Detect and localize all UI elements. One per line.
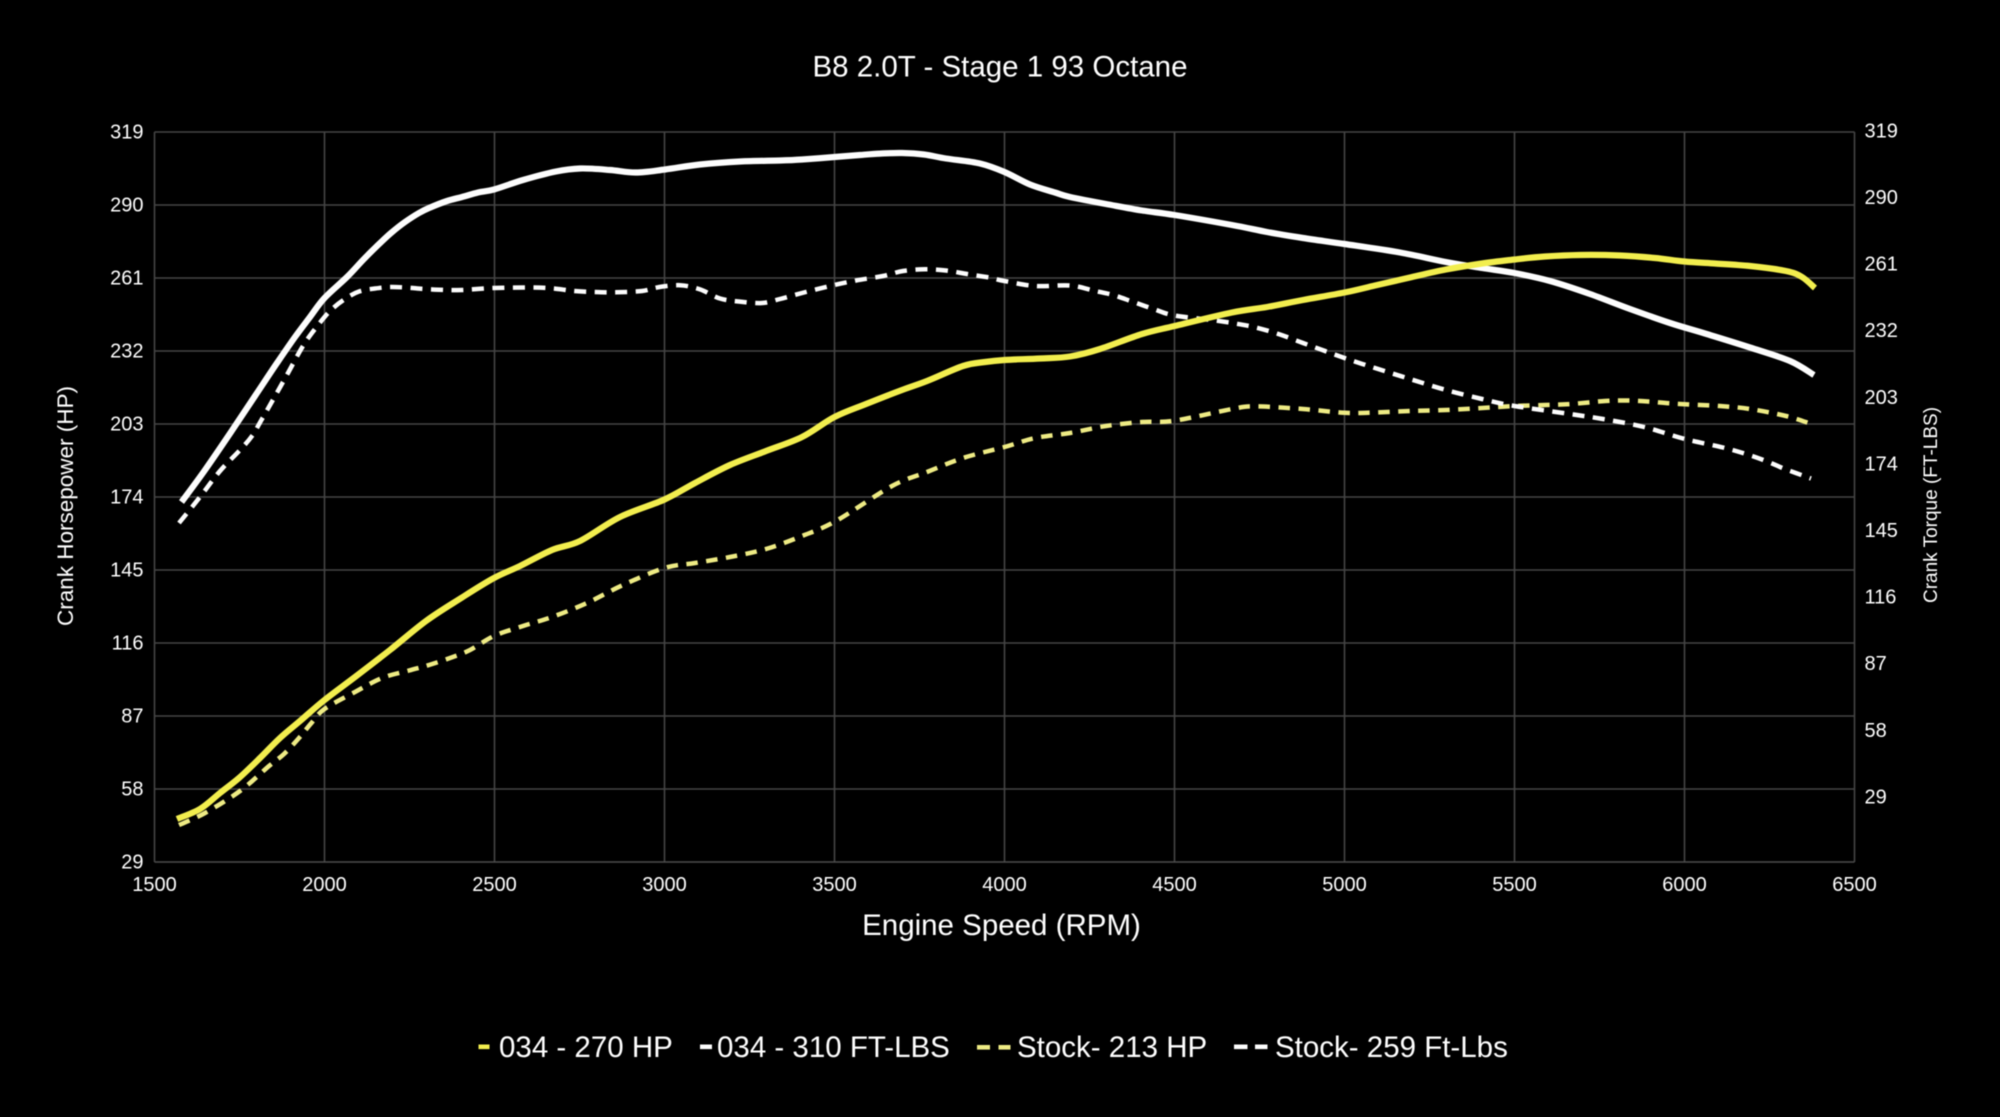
svg-text:Stock- 213 HP: Stock- 213 HP xyxy=(1017,1031,1207,1064)
svg-text:29: 29 xyxy=(121,851,143,873)
svg-text:145: 145 xyxy=(110,559,143,581)
svg-text:6500: 6500 xyxy=(1832,874,1877,896)
svg-text:203: 203 xyxy=(110,413,143,435)
svg-text:034 - 310 FT-LBS: 034 - 310 FT-LBS xyxy=(717,1031,950,1064)
svg-text:4000: 4000 xyxy=(982,874,1027,896)
svg-text:174: 174 xyxy=(1865,453,1898,475)
svg-text:B8 2.0T - Stage 1 93 Octane: B8 2.0T - Stage 1 93 Octane xyxy=(812,51,1187,84)
svg-text:6000: 6000 xyxy=(1662,874,1707,896)
svg-text:116: 116 xyxy=(1865,587,1897,609)
svg-text:290: 290 xyxy=(1865,187,1898,209)
svg-text:Crank Horsepower (HP): Crank Horsepower (HP) xyxy=(53,386,78,626)
svg-text:319: 319 xyxy=(110,121,143,143)
svg-text:Crank Torque (FT-LBS): Crank Torque (FT-LBS) xyxy=(1921,407,1942,603)
svg-text:29: 29 xyxy=(1865,786,1887,808)
svg-text:116: 116 xyxy=(112,632,144,654)
svg-text:87: 87 xyxy=(1865,653,1887,675)
svg-text:5000: 5000 xyxy=(1322,874,1367,896)
svg-text:1500: 1500 xyxy=(132,874,177,896)
svg-text:2500: 2500 xyxy=(472,874,517,896)
svg-text:Stock- 259 Ft-Lbs: Stock- 259 Ft-Lbs xyxy=(1275,1031,1508,1064)
svg-text:4500: 4500 xyxy=(1152,874,1197,896)
svg-text:Engine Speed (RPM): Engine Speed (RPM) xyxy=(862,909,1141,942)
svg-text:319: 319 xyxy=(1865,120,1898,142)
svg-text:174: 174 xyxy=(110,486,143,508)
svg-text:203: 203 xyxy=(1865,387,1898,409)
svg-text:232: 232 xyxy=(110,340,143,362)
svg-text:87: 87 xyxy=(121,705,143,727)
svg-text:034 - 270 HP: 034 - 270 HP xyxy=(499,1031,673,1064)
svg-text:261: 261 xyxy=(1865,254,1898,276)
svg-text:261: 261 xyxy=(110,267,143,289)
svg-text:58: 58 xyxy=(1865,720,1887,742)
svg-text:232: 232 xyxy=(1865,320,1898,342)
svg-text:290: 290 xyxy=(110,194,143,216)
svg-text:3500: 3500 xyxy=(812,874,857,896)
svg-text:3000: 3000 xyxy=(642,874,687,896)
svg-text:2000: 2000 xyxy=(302,874,347,896)
svg-text:5500: 5500 xyxy=(1492,874,1537,896)
svg-text:145: 145 xyxy=(1865,520,1898,542)
svg-text:58: 58 xyxy=(121,778,143,800)
